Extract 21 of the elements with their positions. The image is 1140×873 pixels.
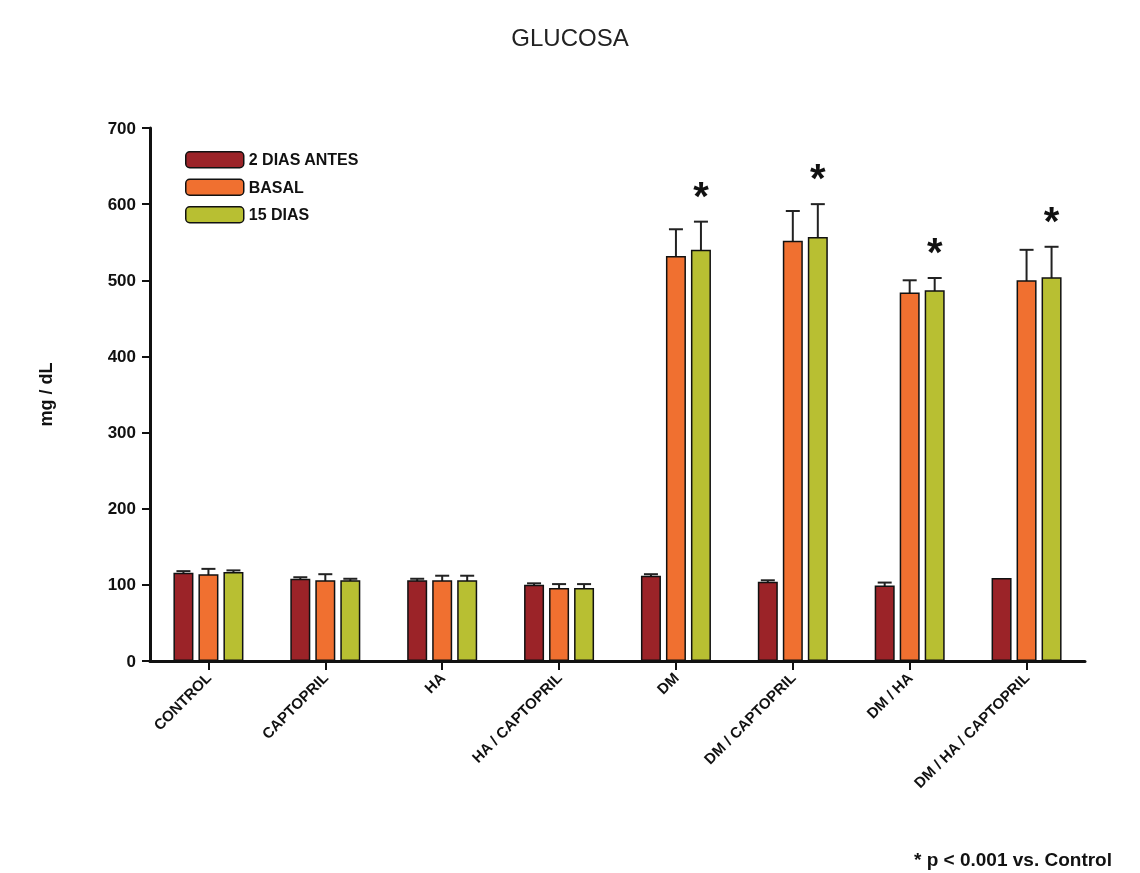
y-tick-label: 0 bbox=[126, 651, 136, 671]
y-tick-label: 600 bbox=[107, 194, 136, 214]
legend-label: 2 DIAS ANTES bbox=[248, 151, 359, 169]
y-tick-label: 100 bbox=[107, 575, 136, 595]
annotation: * bbox=[1043, 198, 1060, 243]
y-tick-label: 400 bbox=[107, 346, 136, 366]
legend-label: BASAL bbox=[248, 178, 305, 196]
chart-title: GLUCOSA bbox=[511, 23, 629, 51]
annotation: * bbox=[926, 230, 943, 274]
x-tick-label: DM bbox=[653, 668, 682, 698]
y-tick-label: 200 bbox=[107, 499, 136, 519]
y-axis-title: mg / dL bbox=[36, 362, 56, 427]
x-tick-label: HA bbox=[420, 668, 449, 697]
y-tick-label: 300 bbox=[107, 423, 136, 443]
text: * p < 0.001 vs. Control bbox=[914, 849, 1113, 870]
y-tick-label: 700 bbox=[107, 118, 136, 138]
y-tick-label: 500 bbox=[107, 270, 136, 290]
legend-label: 15 DIAS bbox=[248, 206, 310, 224]
annotation: * bbox=[693, 173, 710, 218]
x-tick-label: DM / HA bbox=[863, 668, 916, 722]
annotation: * bbox=[810, 156, 827, 201]
